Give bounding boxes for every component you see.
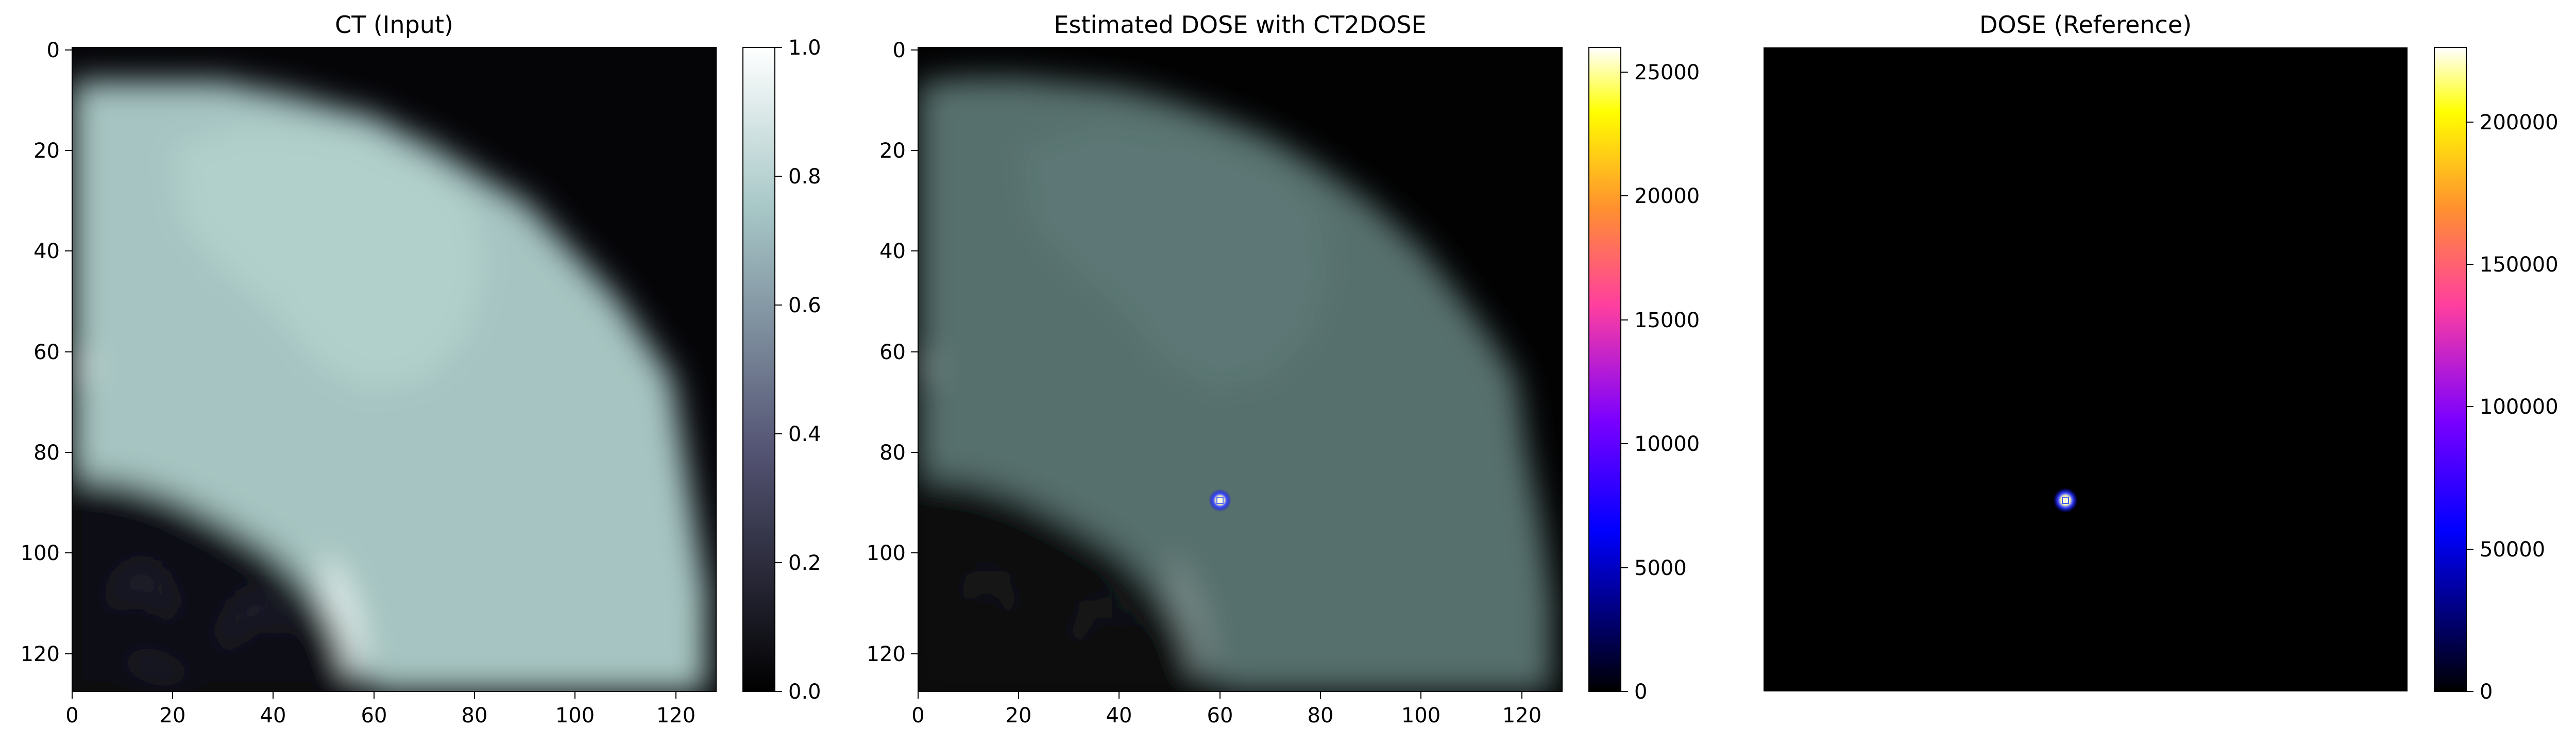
x-tick-label: 20 [1006,704,1032,728]
dose-hotspot [1216,497,1224,504]
ct-image [72,47,716,691]
y-tick-label: 0 [893,39,906,62]
colorbar-tick-label: 0.6 [788,294,821,317]
panel-title: DOSE (Reference) [1979,11,2192,39]
colorbar-tick-label: 10000 [1634,432,1700,456]
colorbar-tick-label: 1.0 [788,36,821,60]
x-tick-label: 80 [462,704,488,728]
panel-title: CT (Input) [335,11,453,39]
panel-ct-input: CT (Input) [21,11,821,728]
y-tick-label: 20 [879,139,906,163]
y-tick-label: 120 [867,642,906,666]
panel-title: Estimated DOSE with CT2DOSE [1054,11,1426,39]
y-axis: 0 20 40 60 80 100 120 [21,39,72,666]
axes-frame [918,47,1563,692]
x-tick-label: 120 [656,704,696,728]
y-tick-label: 60 [879,341,906,364]
y-tick-label: 80 [879,441,906,465]
x-tick-label: 60 [1207,704,1233,728]
colorbar-tick-label: 0.4 [788,422,821,446]
colorbar-tick-label: 0.0 [788,680,821,704]
reference-dose-image [1764,47,2408,691]
colorbar-tick-label: 15000 [1634,309,1700,332]
colorbar-tick-label: 0 [1634,680,1647,704]
x-tick-label: 60 [361,704,387,728]
y-tick-label: 60 [33,341,60,364]
x-tick-label: 80 [1308,704,1334,728]
y-tick-label: 40 [879,240,906,263]
x-tick-label: 0 [65,704,78,728]
x-axis: 0 20 40 60 80 100 120 [65,691,696,728]
colorbar-tick-label: 50000 [2480,538,2545,562]
y-tick-label: 0 [47,39,60,62]
y-tick-label: 40 [33,240,60,263]
reference-hotspot [2062,497,2069,504]
y-tick-label: 100 [21,542,60,565]
colorbar-tick-label: 5000 [1634,556,1687,580]
axes-frame [72,47,717,692]
x-tick-label: 120 [1502,704,1541,728]
colorbar-estimated-dose: 0 5000 10000 15000 20000 25000 [1588,47,1700,704]
colorbar-tick-label: 150000 [2480,253,2558,277]
y-tick-label: 20 [33,139,60,163]
y-axis: 0 20 40 60 80 100 120 [867,39,918,666]
x-tick-label: 40 [260,704,286,728]
x-tick-label: 0 [911,704,924,728]
colorbar-tick-label: 0.2 [788,551,821,575]
colorbar-reference-dose: 0 50000 100000 150000 200000 [2434,47,2558,704]
panel-estimated-dose: Estimated DOSE with CT2DOSE 0 20 [867,11,1700,728]
y-tick-label: 100 [867,542,906,565]
colorbar-tick-label: 0 [2480,680,2493,704]
x-axis: 0 20 40 60 80 100 120 [911,691,1541,728]
y-tick-label: 80 [33,441,60,465]
x-tick-label: 20 [160,704,186,728]
x-tick-label: 40 [1106,704,1132,728]
colorbar-tick-label: 100000 [2480,395,2558,419]
panel-dose-reference: DOSE (Reference) 0 50000 100000 150000 2… [1764,11,2558,704]
colorbar-tick-label: 20000 [1634,184,1700,208]
colorbar-ct: 0.0 0.2 0.4 0.6 0.8 1.0 [742,36,821,704]
y-tick-label: 120 [21,642,60,666]
dose-overlay-image [918,47,1562,691]
colorbar-tick-label: 0.8 [788,165,821,189]
x-tick-label: 100 [555,704,595,728]
colorbar-tick-label: 25000 [1634,61,1700,84]
x-tick-label: 100 [1401,704,1440,728]
colorbar-tick-label: 200000 [2480,111,2558,134]
